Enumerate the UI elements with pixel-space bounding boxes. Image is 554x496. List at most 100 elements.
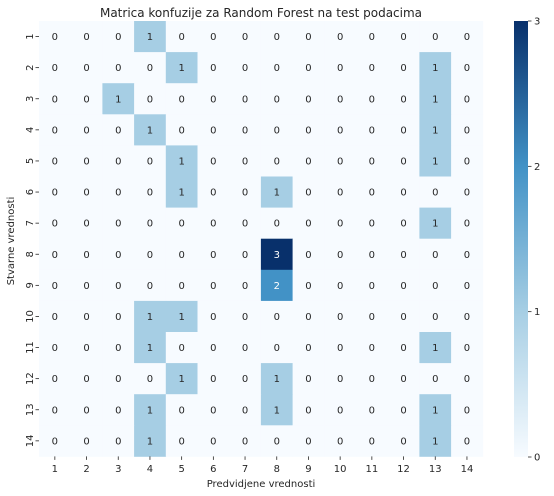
cell-value-label: 0 xyxy=(400,156,406,167)
heatmap-cell xyxy=(39,269,72,302)
cell-value-label: 0 xyxy=(178,94,184,105)
heatmap-cell xyxy=(134,300,167,333)
cell-value-label: 0 xyxy=(369,281,375,292)
cell-value-label: 0 xyxy=(83,343,89,354)
heatmap-cell xyxy=(102,363,135,395)
heatmap-cell xyxy=(292,114,325,146)
heatmap-cell xyxy=(356,332,389,364)
cell-value-label: 0 xyxy=(464,343,470,354)
cell-value-label: 0 xyxy=(400,188,406,199)
cell-value-label: 0 xyxy=(115,63,121,74)
x-tick-label: 11 xyxy=(365,464,378,475)
heatmap-cell xyxy=(165,176,198,208)
heatmap-cell xyxy=(419,238,452,271)
colorbar-ticks: 0 1 2 3 xyxy=(528,17,540,464)
heatmap-cell xyxy=(451,114,484,146)
heatmap-cell xyxy=(165,114,198,146)
cell-value-label: 0 xyxy=(369,188,375,199)
cell-value-label: 0 xyxy=(305,436,311,447)
heatmap-cell xyxy=(292,425,325,457)
cell-value-label: 0 xyxy=(115,405,121,416)
heatmap-cell xyxy=(197,83,230,115)
cell-value-label: 0 xyxy=(337,188,343,199)
heatmap-cell xyxy=(419,332,452,364)
heatmap-cell xyxy=(451,52,484,84)
cell-value-label: 0 xyxy=(464,312,470,323)
cell-value-label: 0 xyxy=(115,32,121,43)
cell-value-label: 0 xyxy=(400,94,406,105)
heatmap-cell xyxy=(165,21,198,53)
heatmap-cell xyxy=(197,21,230,53)
cell-value-label: 1 xyxy=(147,436,153,447)
heatmap-cell xyxy=(451,83,484,115)
heatmap-cell xyxy=(419,300,452,333)
heatmap-cell xyxy=(419,83,452,115)
heatmap-cell xyxy=(197,394,230,426)
x-tick-label: 3 xyxy=(115,464,121,475)
cell-value-label: 0 xyxy=(432,250,438,261)
heatmap-cell xyxy=(419,114,452,146)
heatmap-cell xyxy=(324,238,357,271)
cell-value-label: 1 xyxy=(178,188,184,199)
heatmap-cell xyxy=(451,332,484,364)
heatmap-cell xyxy=(102,238,135,271)
cell-value-label: 1 xyxy=(432,94,438,105)
cell-value-label: 0 xyxy=(305,374,311,385)
heatmap-cell xyxy=(451,425,484,457)
cell-value-label: 0 xyxy=(83,219,89,230)
cell-value-label: 0 xyxy=(83,125,89,136)
heatmap-cell xyxy=(165,52,198,84)
heatmap-cell xyxy=(102,52,135,84)
x-tick-label: 14 xyxy=(461,464,474,475)
heatmap-cell xyxy=(324,363,357,395)
cell-value-label: 0 xyxy=(369,343,375,354)
cell-value-label: 0 xyxy=(83,250,89,261)
cell-value-label: 0 xyxy=(400,436,406,447)
cell-value-label: 0 xyxy=(210,281,216,292)
cell-value-label: 0 xyxy=(400,405,406,416)
heatmap-cell xyxy=(419,176,452,208)
heatmap-cell xyxy=(292,83,325,115)
x-tick-labels: 1 2 3 4 5 6 7 8 9 10 11 12 13 14 xyxy=(52,456,474,475)
cell-value-label: 0 xyxy=(337,125,343,136)
colorbar xyxy=(514,21,528,457)
cell-value-label: 0 xyxy=(147,156,153,167)
heatmap-cell xyxy=(197,269,230,302)
heatmap-cell xyxy=(70,207,103,240)
cell-value-label: 0 xyxy=(305,219,311,230)
heatmap-cell xyxy=(165,363,198,395)
heatmap-cell xyxy=(356,145,389,177)
cell-value-label: 0 xyxy=(210,436,216,447)
heatmap-cell xyxy=(102,114,135,146)
heatmap-cell xyxy=(229,269,262,302)
heatmap-cell xyxy=(324,21,357,53)
heatmap-cell xyxy=(292,269,325,302)
cell-value-label: 0 xyxy=(464,32,470,43)
heatmap-cell xyxy=(292,145,325,177)
heatmap-cell xyxy=(387,394,420,426)
heatmap-cell xyxy=(419,52,452,84)
cell-value-label: 2 xyxy=(274,281,280,292)
heatmap-cell xyxy=(70,425,103,457)
cell-value-label: 0 xyxy=(305,63,311,74)
heatmap-cell xyxy=(387,300,420,333)
heatmap-cell xyxy=(165,238,198,271)
heatmap-cell xyxy=(387,332,420,364)
cell-value-label: 0 xyxy=(210,125,216,136)
cell-value-label: 0 xyxy=(242,374,248,385)
heatmap-cell xyxy=(197,114,230,146)
cell-value-label: 0 xyxy=(464,405,470,416)
cell-value-label: 1 xyxy=(178,374,184,385)
heatmap-cell xyxy=(134,83,167,115)
heatmap-cell xyxy=(387,114,420,146)
cell-value-label: 0 xyxy=(52,156,58,167)
heatmap-cell xyxy=(70,269,103,302)
cell-value-label: 0 xyxy=(400,32,406,43)
y-tick-label: 10 xyxy=(25,310,36,323)
heatmap-cell xyxy=(387,425,420,457)
colorbar-tick-label: 1 xyxy=(534,307,540,318)
heatmap-cell xyxy=(260,394,293,426)
cell-value-label: 0 xyxy=(242,125,248,136)
heatmap-cell xyxy=(387,363,420,395)
